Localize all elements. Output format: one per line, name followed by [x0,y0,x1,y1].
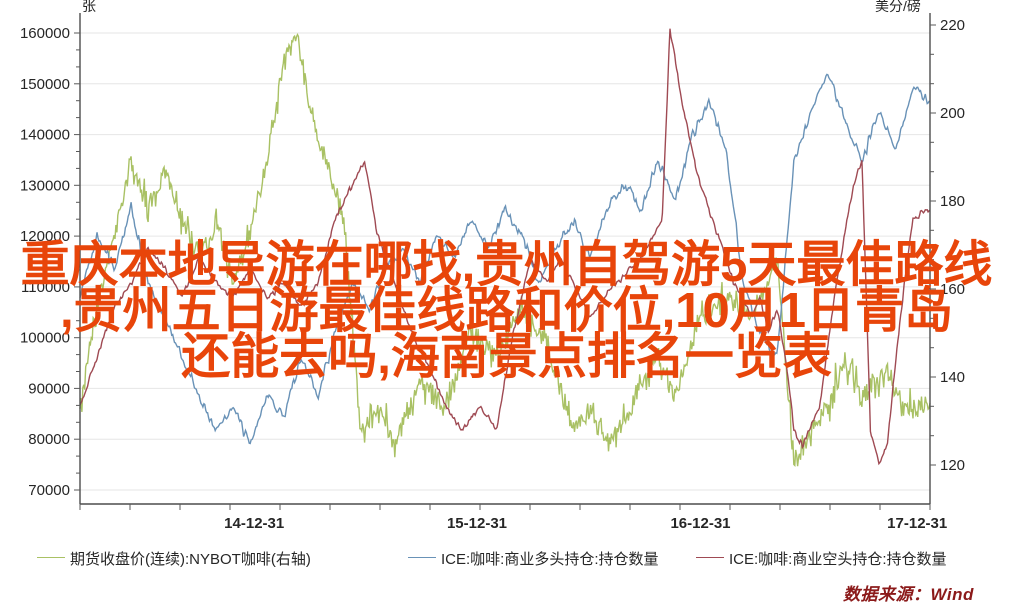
svg-text:200: 200 [940,105,965,122]
svg-text:130000: 130000 [20,177,70,194]
svg-text:160000: 160000 [20,25,70,42]
svg-text:14-12-31: 14-12-31 [224,515,284,532]
svg-text:17-12-31: 17-12-31 [887,515,947,532]
svg-text:150000: 150000 [20,76,70,93]
svg-text:张: 张 [82,0,96,14]
svg-text:120: 120 [940,457,965,474]
svg-text:90000: 90000 [28,380,70,397]
svg-text:16-12-31: 16-12-31 [670,515,730,532]
svg-text:80000: 80000 [28,431,70,448]
svg-text:140000: 140000 [20,127,70,144]
svg-text:220: 220 [940,17,965,34]
svg-text:180: 180 [940,193,965,210]
svg-text:15-12-31: 15-12-31 [447,515,507,532]
svg-text:美分/磅: 美分/磅 [875,0,921,14]
svg-text:70000: 70000 [28,482,70,499]
